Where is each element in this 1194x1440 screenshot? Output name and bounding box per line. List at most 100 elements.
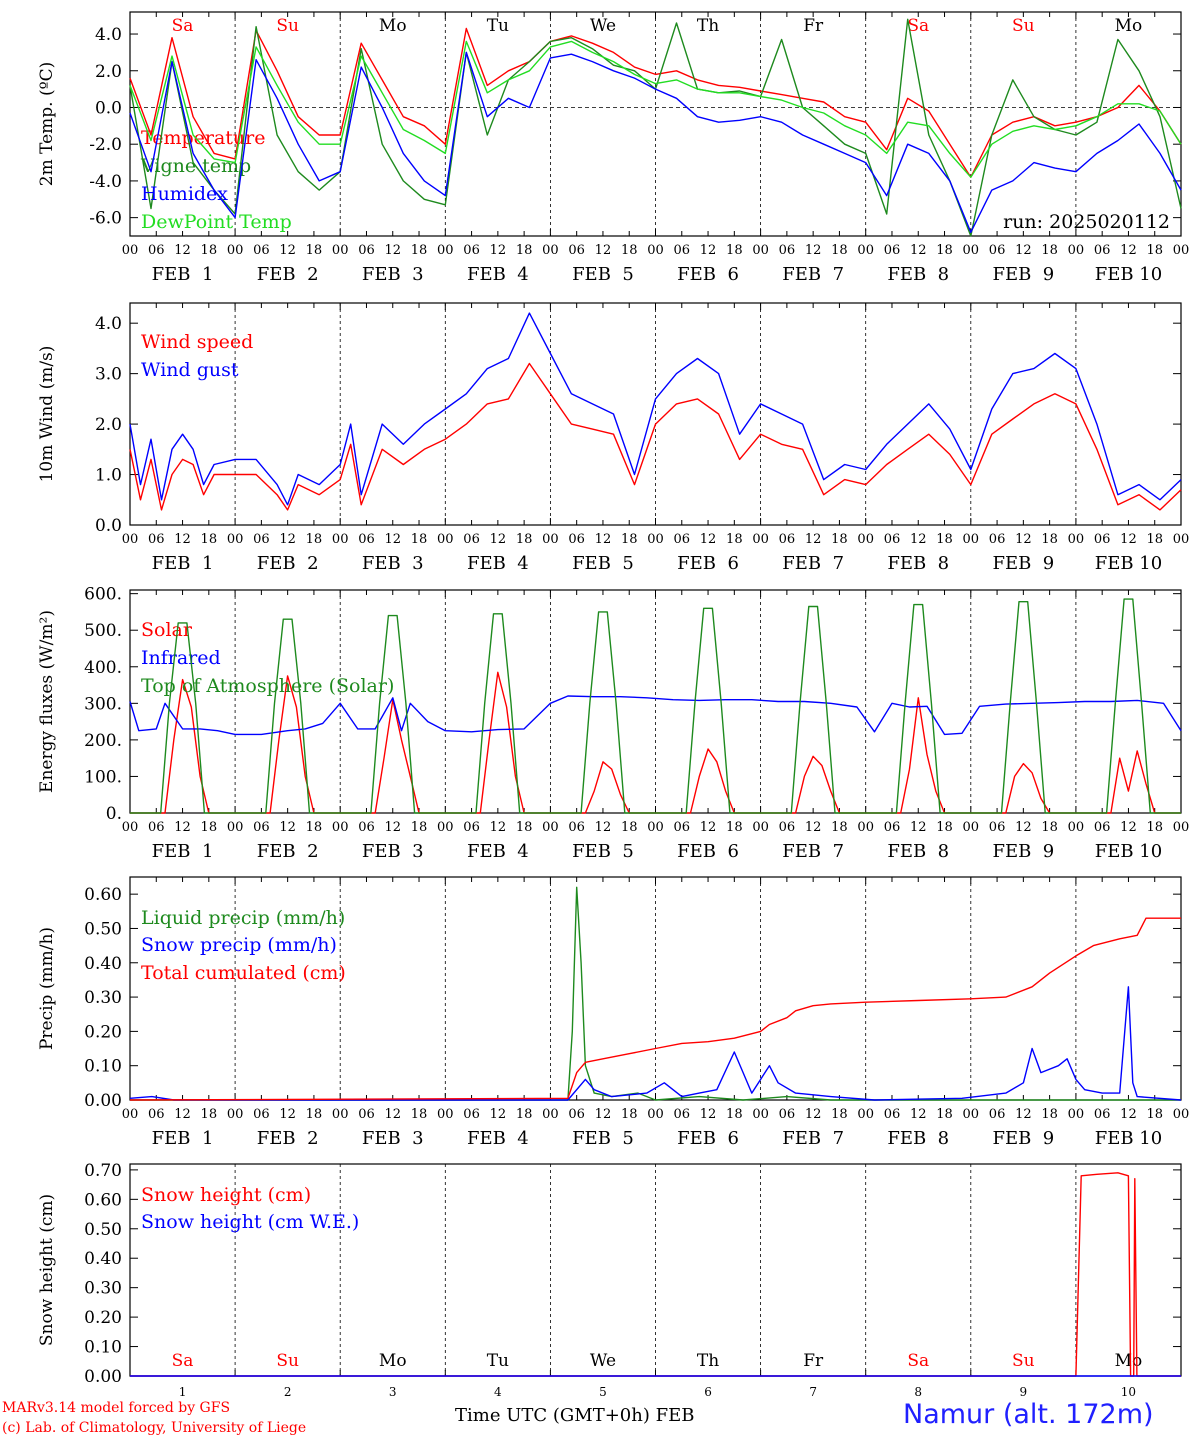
hour-tick-label: 12: [805, 1107, 822, 1122]
hour-tick-label: 12: [700, 820, 717, 835]
plot-frame: [129, 589, 1182, 814]
legend-entry: Snow precip (mm/h): [141, 934, 337, 956]
hour-tick-label: 00: [122, 243, 139, 258]
hour-tick-label: 06: [253, 532, 270, 547]
day-name-label: Su: [276, 16, 299, 36]
hour-tick-label: 00: [1068, 1107, 1085, 1122]
hour-tick-label: 12: [1015, 1107, 1032, 1122]
day-label: FEB 5: [572, 553, 634, 574]
hour-tick-label: 12: [700, 243, 717, 258]
day-name-label: Fr: [803, 16, 824, 36]
hour-tick-label: 06: [253, 1107, 270, 1122]
day-number-label: 4: [494, 1385, 502, 1399]
hour-tick-label: 06: [358, 532, 375, 547]
day-label: FEB 7: [782, 264, 844, 285]
hour-tick-label: 12: [910, 532, 927, 547]
legend-entry: Wind gust: [141, 359, 239, 381]
y-tick-label: 4.0: [95, 25, 122, 45]
hour-tick-label: 06: [148, 1107, 165, 1122]
hour-tick-label: 00: [963, 243, 980, 258]
day-name-label: Th: [697, 16, 719, 36]
hour-tick-label: 00: [857, 1107, 874, 1122]
hour-tick-label: 06: [148, 532, 165, 547]
hour-tick-label: 00: [542, 243, 559, 258]
hour-tick-label: 06: [884, 532, 901, 547]
y-tick-label: 0.60: [84, 1190, 122, 1210]
y-tick-label: 200.: [84, 731, 122, 751]
hour-tick-label: 00: [227, 820, 244, 835]
day-label: FEB 5: [572, 1128, 634, 1149]
day-label: FEB 4: [467, 264, 529, 285]
hour-tick-label: 06: [148, 243, 165, 258]
hour-tick-label: 18: [936, 532, 953, 547]
hour-tick-label: 06: [358, 1107, 375, 1122]
day-name-label: Mo: [379, 16, 407, 36]
hour-tick-label: 00: [963, 532, 980, 547]
hour-tick-label: 00: [227, 243, 244, 258]
hour-tick-label: 18: [726, 532, 743, 547]
hour-tick-label: 18: [1041, 1107, 1058, 1122]
day-number-label: 6: [704, 1385, 712, 1399]
hour-tick-label: 06: [884, 1107, 901, 1122]
hour-tick-label: 00: [542, 532, 559, 547]
hour-tick-label: 00: [332, 243, 349, 258]
day-name-label: Su: [1012, 16, 1035, 36]
hour-tick-label: 18: [726, 1107, 743, 1122]
hour-tick-label: 18: [831, 532, 848, 547]
day-label: FEB 4: [467, 841, 529, 862]
hour-tick-label: 06: [568, 243, 585, 258]
hour-tick-label: 00: [227, 532, 244, 547]
hour-tick-label: 06: [884, 820, 901, 835]
day-label: FEB 7: [782, 1128, 844, 1149]
day-label: FEB 3: [362, 841, 424, 862]
legend-entry: Temperature: [141, 127, 265, 149]
hour-tick-label: 12: [910, 820, 927, 835]
day-number-label: 1: [179, 1385, 187, 1399]
hour-tick-label: 18: [726, 243, 743, 258]
y-tick-label: 300.: [84, 694, 122, 714]
day-name-label: Sa: [172, 1351, 194, 1371]
hour-tick-label: 12: [384, 820, 401, 835]
hour-tick-label: 12: [384, 1107, 401, 1122]
y-tick-label: 0.00: [84, 1091, 122, 1111]
hour-tick-label: 06: [253, 243, 270, 258]
hour-tick-label: 06: [989, 820, 1006, 835]
hour-tick-label: 00: [1173, 1107, 1190, 1122]
day-name-label: Su: [1012, 1351, 1035, 1371]
legend-entry: Top of Atmosphere (Solar): [141, 675, 394, 697]
hour-tick-label: 12: [595, 532, 612, 547]
hour-tick-label: 00: [227, 1107, 244, 1122]
day-label: FEB 7: [782, 841, 844, 862]
hour-tick-label: 00: [332, 532, 349, 547]
hour-tick-label: 00: [1173, 820, 1190, 835]
day-number-label: 3: [389, 1385, 397, 1399]
hour-tick-label: 06: [568, 1107, 585, 1122]
hour-tick-label: 06: [989, 1107, 1006, 1122]
hour-tick-label: 00: [857, 532, 874, 547]
y-tick-label: 0.50: [84, 919, 122, 939]
hour-tick-label: 00: [332, 1107, 349, 1122]
hour-tick-label: 18: [1146, 820, 1163, 835]
day-label: FEB 2: [257, 264, 319, 285]
y-tick-label: 100.: [84, 767, 122, 787]
hour-tick-label: 06: [779, 1107, 796, 1122]
hour-tick-label: 18: [621, 243, 638, 258]
series-line: [129, 27, 1182, 178]
hour-tick-label: 00: [122, 820, 139, 835]
day-label: FEB 6: [677, 1128, 739, 1149]
y-tick-label: 0.40: [84, 1249, 122, 1269]
series-line: [130, 1172, 1181, 1377]
hour-tick-label: 00: [437, 243, 454, 258]
hour-tick-label: 12: [490, 1107, 507, 1122]
hour-tick-label: 18: [621, 532, 638, 547]
hour-tick-label: 00: [752, 532, 769, 547]
day-name-label: Sa: [907, 1351, 929, 1371]
y-tick-label: 0.60: [84, 885, 122, 905]
day-number-label: 8: [914, 1385, 922, 1399]
day-label: FEB 6: [677, 264, 739, 285]
lab-credit: (c) Lab. of Climatology, University of L…: [2, 1420, 307, 1436]
hour-tick-label: 00: [437, 820, 454, 835]
hour-tick-label: 00: [122, 532, 139, 547]
hour-tick-label: 06: [989, 243, 1006, 258]
hour-tick-label: 12: [279, 820, 296, 835]
